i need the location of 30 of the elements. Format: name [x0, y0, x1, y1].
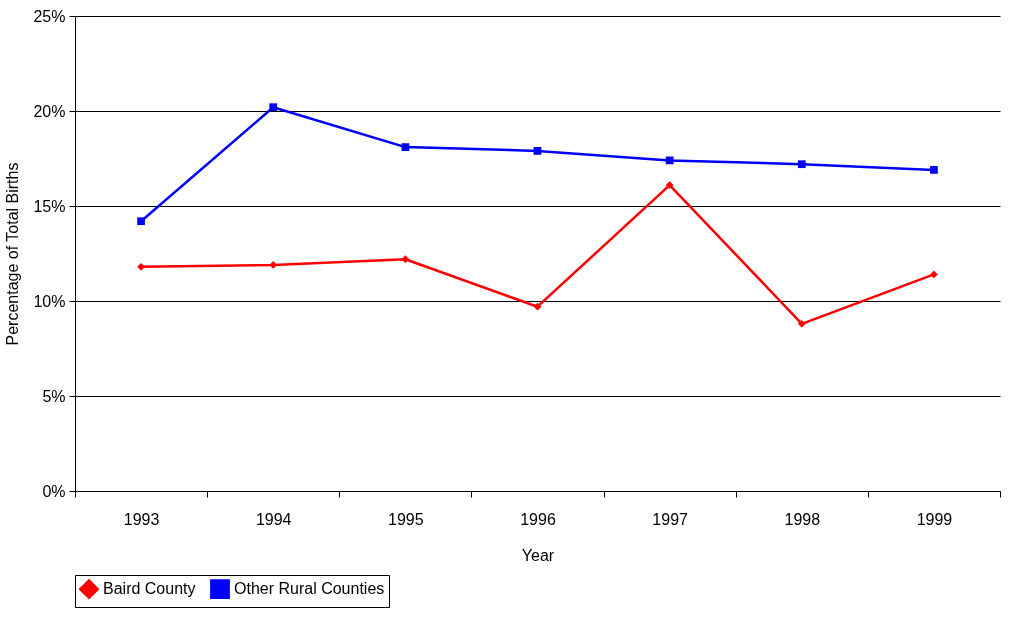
- point: [533, 147, 542, 155]
- point: [930, 166, 938, 174]
- y-tick-label: 0%: [42, 482, 66, 500]
- x-tick-label: 1999: [916, 510, 953, 528]
- x-tick-label: 1993: [123, 510, 160, 528]
- x-tick-label: 1998: [784, 510, 821, 528]
- y-tick-label: 20%: [33, 102, 66, 120]
- point: [401, 255, 410, 264]
- point: [797, 160, 806, 169]
- legend-label: Baird County: [103, 580, 196, 598]
- point: [269, 103, 278, 112]
- y-tick-label: 15%: [33, 197, 66, 215]
- y-axis-title: Percentage of Total Births: [4, 162, 22, 346]
- y-tick-label: 10%: [33, 292, 66, 310]
- x-axis-title: Year: [521, 546, 555, 564]
- x-tick-label: 1994: [255, 510, 292, 528]
- point: [665, 156, 674, 165]
- legend-label: Other Rural Counties: [234, 580, 385, 598]
- point: [930, 270, 938, 279]
- y-tick-label: 25%: [33, 7, 66, 25]
- x-tick-label: 1995: [388, 510, 424, 528]
- point: [137, 217, 145, 226]
- point: [665, 181, 674, 189]
- x-tick-label: 1997: [652, 510, 689, 528]
- point: [533, 302, 542, 311]
- point: [401, 143, 410, 151]
- x-tick-label: 1996: [520, 510, 556, 528]
- point: [137, 262, 145, 271]
- y-tick-label: 5%: [42, 387, 66, 405]
- point: [797, 319, 806, 328]
